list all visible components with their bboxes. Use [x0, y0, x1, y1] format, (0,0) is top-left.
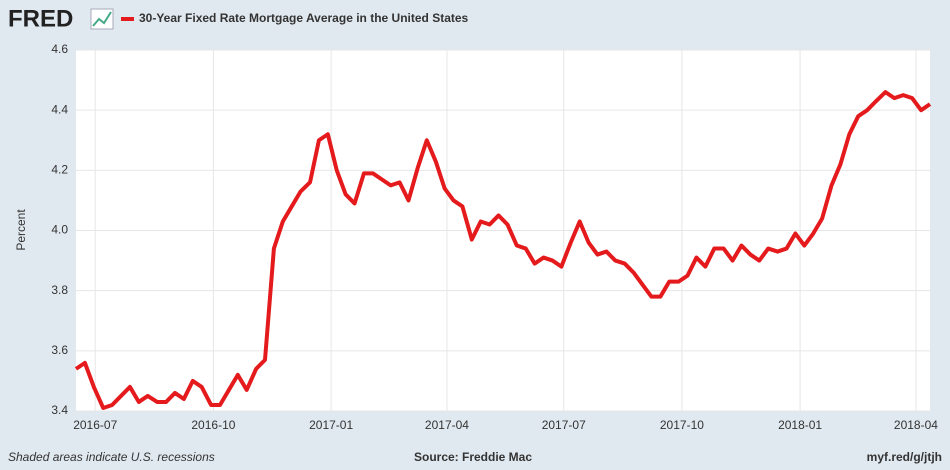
y-tick-label: 4.2 [51, 163, 68, 177]
series-line [74, 90, 932, 410]
x-tick-label: 2017-10 [660, 418, 704, 432]
legend-label: 30-Year Fixed Rate Mortgage Average in t… [139, 11, 469, 25]
y-tick-label: 3.8 [51, 283, 68, 297]
footer-note: Shaded areas indicate U.S. recessions [8, 450, 215, 464]
logo-icon [90, 8, 114, 30]
y-axis-label: Percent [14, 209, 28, 251]
y-tick-label: 4.4 [51, 102, 68, 116]
x-tick-label: 2017-04 [425, 418, 469, 432]
logo-icon-line [92, 11, 112, 27]
x-tick-label: 2018-04 [894, 418, 938, 432]
x-tick-label: 2017-01 [309, 418, 353, 432]
logo: FRED [8, 5, 73, 32]
y-tick-label: 4.0 [51, 223, 68, 237]
y-tick-label: 4.6 [51, 42, 68, 56]
y-tick-label: 3.6 [51, 343, 68, 357]
x-tick-label: 2016-10 [191, 418, 235, 432]
y-tick-label: 3.4 [51, 403, 68, 417]
x-tick-label: 2017-07 [542, 418, 586, 432]
footer-link[interactable]: myf.red/g/jtjh [867, 450, 942, 464]
x-tick-label: 2016-07 [73, 418, 117, 432]
logo-icon-frame [90, 8, 114, 30]
footer-source: Source: Freddie Mac [414, 450, 532, 464]
x-tick-label: 2018-01 [778, 418, 822, 432]
